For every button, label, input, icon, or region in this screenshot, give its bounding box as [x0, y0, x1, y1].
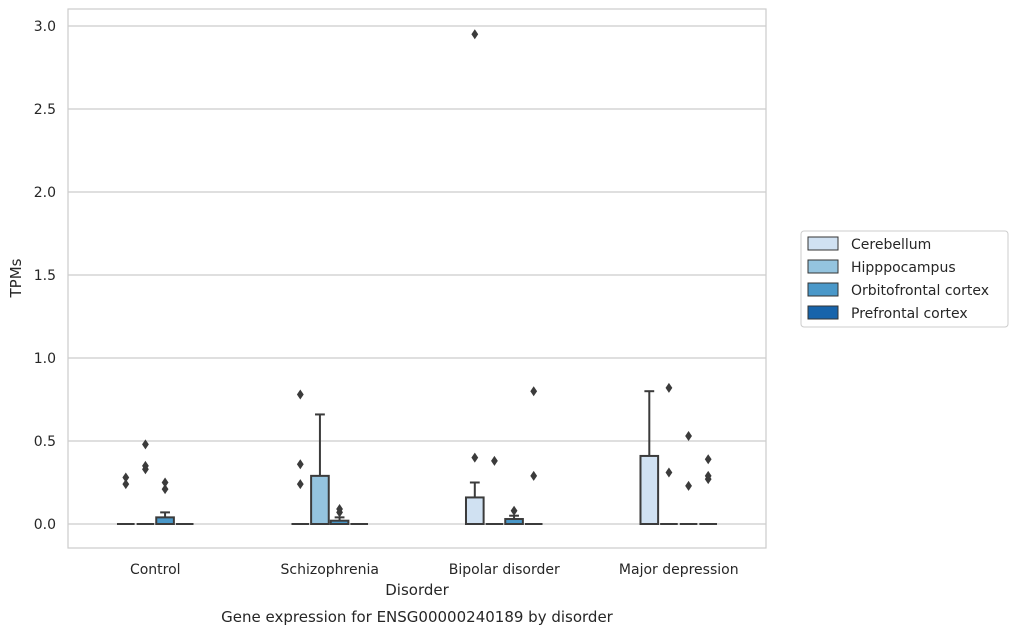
- legend-swatch: [807, 282, 839, 297]
- y-tick-label: 3.0: [34, 19, 56, 35]
- outlier-point: [704, 454, 712, 465]
- x-tick-label: Major depression: [619, 562, 739, 578]
- box-group: [464, 29, 485, 526]
- outlier-point: [510, 505, 518, 516]
- box-group: [155, 477, 175, 525]
- legend-label: Orbitofrontal cortex: [851, 283, 989, 299]
- box-group: [524, 386, 543, 525]
- legend-item: Prefrontal cortex: [807, 305, 968, 322]
- x-tick-labels: Control Schizophrenia Bipolar disorder Majo…: [130, 562, 739, 578]
- box-group: [329, 504, 350, 525]
- y-tick-label: 1.5: [34, 268, 56, 284]
- y-axis-label: TPMs: [7, 258, 25, 298]
- box-group: [679, 431, 698, 525]
- outlier-point: [161, 477, 169, 488]
- y-tick-label: 0.0: [34, 517, 56, 533]
- outlier-point: [296, 459, 304, 470]
- outlier-point: [142, 439, 149, 450]
- plot-area: [67, 8, 767, 549]
- outlier-point: [471, 452, 479, 463]
- y-tick-label: 1.0: [34, 351, 56, 367]
- outlier-point: [685, 480, 692, 491]
- outlier-point: [122, 472, 130, 483]
- y-tick-label: 0.5: [34, 434, 56, 450]
- legend-item: Orbitofrontal cortex: [807, 282, 989, 299]
- legend-label: Cerebellum: [851, 237, 931, 253]
- outlier-point: [665, 467, 673, 478]
- legend-label: Prefrontal cortex: [851, 306, 968, 322]
- box-group: [136, 439, 155, 525]
- legend-item: Hipppocampus: [807, 259, 956, 276]
- outlier-point: [122, 479, 130, 490]
- outlier-point: [161, 484, 169, 495]
- outlier-point: [471, 29, 479, 40]
- y-tick-label: 2.5: [34, 102, 56, 118]
- legend: Cerebellum Hipppocampus Orbitofrontal cort…: [800, 230, 1009, 328]
- legend-swatch: [807, 236, 839, 251]
- grid-lines: [68, 25, 766, 525]
- legend-label: Hipppocampus: [851, 260, 956, 276]
- legend-item: Cerebellum: [807, 236, 931, 253]
- box-rect: [464, 496, 485, 526]
- chart-caption: Gene expression for ENSG00000240189 by d…: [221, 608, 614, 626]
- x-tick-label: Bipolar disorder: [449, 562, 560, 578]
- box-group: [504, 505, 524, 526]
- box-group: [116, 472, 135, 525]
- box-group: [291, 389, 310, 525]
- x-tick-label: Schizophrenia: [281, 562, 379, 578]
- box-marks: [116, 29, 718, 526]
- box-group: [660, 382, 678, 525]
- y-tick-labels: 0.0 0.5 1.0 1.5 2.0 2.5 3.0: [34, 19, 56, 533]
- outlier-point: [142, 460, 149, 471]
- outlier-point: [296, 479, 304, 490]
- legend-frame: [800, 230, 1009, 328]
- outlier-point: [665, 382, 673, 393]
- legend-swatch: [807, 305, 839, 320]
- box-rect: [639, 454, 660, 525]
- box-group: [639, 390, 660, 525]
- outlier-point: [685, 431, 692, 442]
- outlier-point: [491, 455, 498, 466]
- box-group: [485, 455, 504, 525]
- box-group: [699, 454, 718, 525]
- legend-swatch: [807, 259, 839, 274]
- outlier-point: [704, 470, 712, 481]
- x-tick-label: Control: [130, 562, 181, 578]
- outlier-point: [530, 470, 538, 481]
- y-tick-label: 2.0: [34, 185, 56, 201]
- x-axis-label: Disorder: [385, 581, 449, 599]
- box-rect: [310, 474, 330, 525]
- outlier-point: [296, 389, 304, 400]
- outlier-point: [530, 386, 538, 397]
- outlier-point: [336, 504, 343, 515]
- box-group: [310, 413, 330, 525]
